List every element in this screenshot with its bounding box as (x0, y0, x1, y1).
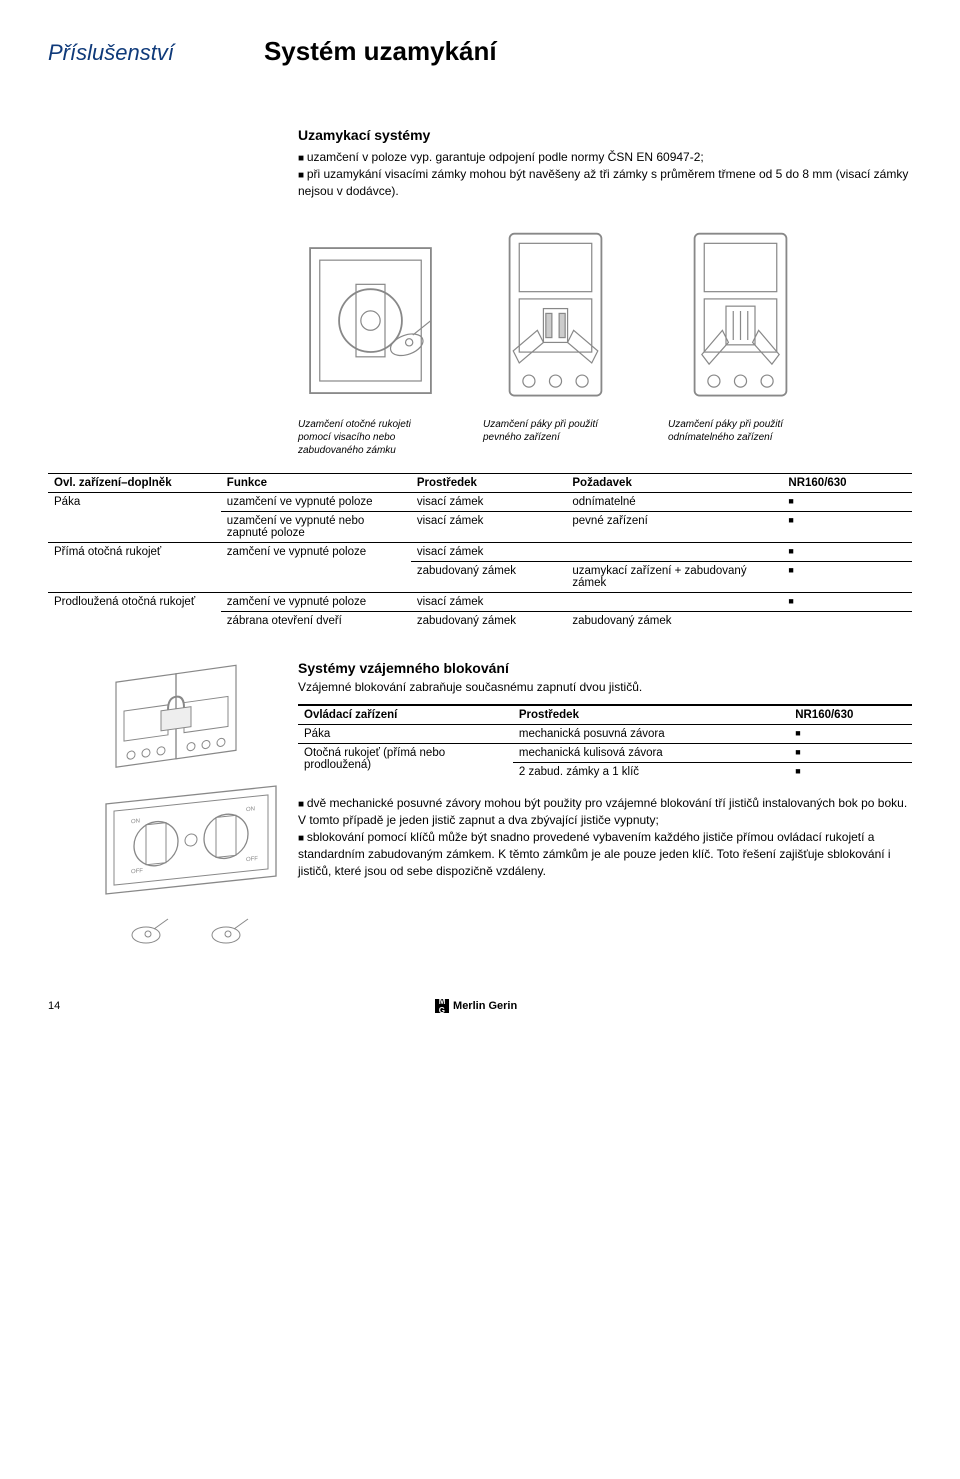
td (782, 612, 912, 631)
device-fixed-lever (483, 224, 628, 408)
td: Páka (298, 725, 513, 744)
td: odnímatelné (566, 493, 782, 512)
td: Otočná rukojeť (přímá nebo prodloužená) (298, 744, 513, 782)
bullet-item: dvě mechanické posuvné závory mohou být … (298, 795, 912, 829)
table-row: Prodloužená otočná rukojeť zamčení ve vy… (48, 593, 912, 612)
td: zamčení ve vypnuté poloze (221, 543, 411, 562)
td: zabudovaný zámek (411, 612, 567, 631)
bullet-item: při uzamykání visacími zámky mohou být n… (298, 166, 912, 200)
td: mechanická kulisová závora (513, 744, 789, 763)
section2-title: Systémy vzájemného blokování (298, 660, 912, 676)
td: Přímá otočná rukojeť (48, 543, 221, 562)
td: visací zámek (411, 512, 567, 543)
page-number: 14 (48, 1000, 60, 1012)
interlock-table: Ovládací zařízení Prostředek NR160/630 P… (298, 704, 912, 781)
td: visací zámek (411, 593, 567, 612)
td: Prodloužená otočná rukojeť (48, 593, 221, 612)
device-captions: Uzamčení otočné rukojeti pomocí visacího… (298, 418, 912, 457)
side-figure-interlock (96, 660, 286, 783)
td: ■ (789, 744, 912, 763)
caption: Uzamčení páky při použití odnímatelného … (668, 418, 813, 457)
table-row: Otočná rukojeť (přímá nebo prodloužená) … (298, 744, 912, 763)
td: mechanická posuvná závora (513, 725, 789, 744)
th: Prostředek (411, 474, 567, 493)
svg-text:OFF: OFF (131, 868, 143, 875)
section1-title: Uzamykací systémy (298, 127, 912, 143)
td (48, 562, 221, 593)
bullet-item: sblokování pomocí klíčů může být snadno … (298, 829, 912, 880)
td: 2 zabud. zámky a 1 klíč (513, 763, 789, 782)
td: visací zámek (411, 543, 567, 562)
svg-text:ON: ON (246, 806, 255, 813)
device-rotary-handle (298, 236, 443, 408)
brand-logo: MG Merlin Gerin (435, 999, 517, 1013)
th: NR160/630 (789, 705, 912, 725)
locking-table: Ovl. zařízení–doplněk Funkce Prostředek … (48, 473, 912, 630)
td: zábrana otevření dveří (221, 612, 411, 631)
section2-body: dvě mechanické posuvné závory mohou být … (298, 795, 912, 879)
td: zabudovaný zámek (411, 562, 567, 593)
td: ■ (782, 493, 912, 512)
td: ■ (782, 512, 912, 543)
td: pevné zařízení (566, 512, 782, 543)
device-illustrations (298, 224, 912, 408)
table-row: uzamčení ve vypnuté nebo zapnuté poloze … (48, 512, 912, 543)
td (48, 612, 221, 631)
logo-icon: MG (435, 999, 449, 1013)
td: ■ (789, 725, 912, 744)
table-header-row: Ovládací zařízení Prostředek NR160/630 (298, 705, 912, 725)
caption: Uzamčení otočné rukojeti pomocí visacího… (298, 418, 443, 457)
td (566, 543, 782, 562)
caption: Uzamčení páky při použití pevného zaříze… (483, 418, 628, 457)
table-row: Páka uzamčení ve vypnuté poloze visací z… (48, 493, 912, 512)
table-row: zabudovaný zámek uzamykací zařízení + za… (48, 562, 912, 593)
table-header-row: Ovl. zařízení–doplněk Funkce Prostředek … (48, 474, 912, 493)
header-category: Příslušenství (48, 40, 174, 66)
table-row: zábrana otevření dveří zabudovaný zámek … (48, 612, 912, 631)
page-header: Příslušenství Systém uzamykání (48, 36, 912, 67)
td: ■ (789, 763, 912, 782)
svg-text:OFF: OFF (246, 856, 258, 863)
td: uzamčení ve vypnuté nebo zapnuté poloze (221, 512, 411, 543)
td: zamčení ve vypnuté poloze (221, 593, 411, 612)
td: Páka (48, 493, 221, 512)
bullet-item: uzamčení v poloze vyp. garantuje odpojen… (298, 149, 912, 166)
th: Ovl. zařízení–doplněk (48, 474, 221, 493)
td (221, 562, 411, 593)
th: NR160/630 (782, 474, 912, 493)
header-title: Systém uzamykání (264, 36, 497, 67)
td: zabudovaný zámek (566, 612, 782, 631)
brand-name: Merlin Gerin (453, 1000, 517, 1012)
section1-bullets: uzamčení v poloze vyp. garantuje odpojen… (298, 149, 912, 200)
th: Funkce (221, 474, 411, 493)
section2-subtitle: Vzájemné blokování zabraňuje současnému … (298, 680, 912, 694)
th: Požadavek (566, 474, 782, 493)
td (566, 593, 782, 612)
td: visací zámek (411, 493, 567, 512)
side-figure-panel: ON OFF ON OFF (96, 785, 286, 968)
td (48, 512, 221, 543)
svg-text:ON: ON (131, 818, 140, 825)
td: uzamčení ve vypnuté poloze (221, 493, 411, 512)
table-row: Páka mechanická posuvná závora ■ (298, 725, 912, 744)
page-footer: 14 MG Merlin Gerin (48, 999, 912, 1013)
td: ■ (782, 543, 912, 562)
table-row: Přímá otočná rukojeť zamčení ve vypnuté … (48, 543, 912, 562)
th: Ovládací zařízení (298, 705, 513, 725)
device-removable-lever (668, 224, 813, 408)
td: uzamykací zařízení + zabudovaný zámek (566, 562, 782, 593)
td: ■ (782, 562, 912, 593)
th: Prostředek (513, 705, 789, 725)
td: ■ (782, 593, 912, 612)
